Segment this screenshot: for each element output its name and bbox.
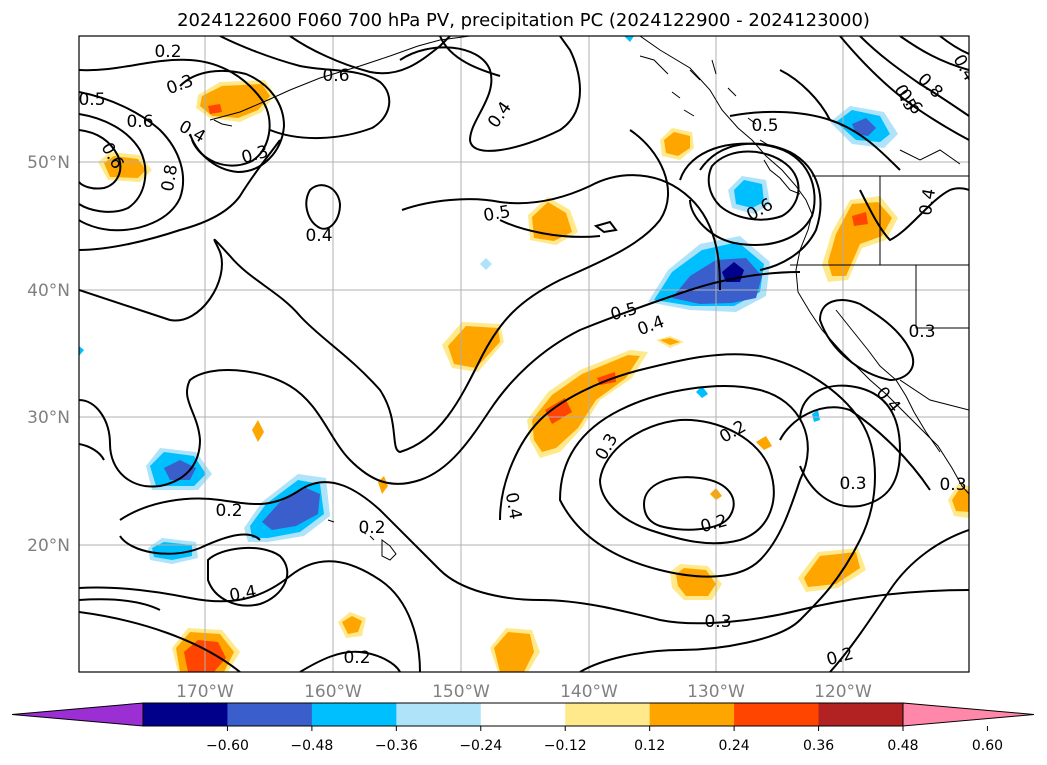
pv-contours	[79, 36, 969, 672]
contour-label: 0.4	[305, 226, 332, 246]
colorbar: −0.60 −0.48 −0.36 −0.24 −0.12 0.12 0.24 0.36 0.4…	[11, 702, 1035, 754]
precip-negative-area	[728, 176, 770, 214]
colorbar-segment	[734, 703, 820, 726]
contour-label: 0.4	[228, 582, 258, 606]
precip-negative-area	[146, 448, 212, 490]
colorbar-tick-label: 0.24	[719, 738, 750, 754]
longitude-label: 130°W	[687, 682, 745, 702]
colorbar-tick-label: −0.24	[459, 738, 502, 754]
colorbar-extend-high	[902, 702, 1035, 727]
contour-label: 0.2	[358, 518, 385, 538]
colorbar-segment	[818, 703, 904, 726]
colorbar-extend-low	[11, 702, 144, 727]
colorbar-tick-label: 0.36	[803, 738, 834, 754]
contour-label: 0.8	[158, 163, 182, 193]
precip-negative-area	[244, 474, 330, 542]
contour-label: 0.3	[839, 474, 866, 494]
colorbar-tick-label: −0.36	[375, 738, 418, 754]
latitude-label: 40°N	[27, 281, 70, 301]
latitude-label: 50°N	[27, 153, 70, 173]
contour-label: 0.3	[908, 322, 935, 342]
colorbar-segment	[227, 703, 313, 726]
precip-negative-area	[830, 106, 898, 148]
longitude-label: 120°W	[814, 682, 872, 702]
contour-label: 0.6	[126, 112, 153, 132]
colorbar-segment	[311, 703, 397, 726]
colorbar-tick-label: −0.48	[290, 738, 333, 754]
longitude-label: 170°W	[176, 682, 234, 702]
contour-label: 0.3	[939, 475, 966, 495]
latitude-label: 30°N	[27, 408, 70, 428]
contour-label: 0.5	[751, 116, 778, 136]
contour-label: 0.2	[215, 501, 242, 521]
colorbar-segment	[565, 703, 651, 726]
contour-label: 0.5	[482, 202, 512, 226]
colorbar-tick-label: −0.12	[544, 738, 587, 754]
colorbar-segment	[143, 703, 228, 726]
colorbar-segment	[480, 703, 566, 726]
contour-label: 0.6	[322, 66, 349, 86]
contour-label: 0.2	[154, 42, 181, 62]
precip-positive-area	[948, 484, 969, 518]
colorbar-tick-label: 0.60	[972, 738, 1003, 754]
contour-label: 0.4	[916, 187, 940, 217]
latitude-label: 20°N	[27, 536, 70, 556]
longitude-labels: 170°W 160°W 150°W 140°W 130°W 120°W	[176, 682, 872, 702]
colorbar-segment	[649, 703, 735, 726]
longitude-label: 160°W	[304, 682, 362, 702]
graticule	[79, 36, 969, 672]
precip-positive-area	[490, 628, 540, 672]
colorbar-outline	[142, 702, 904, 727]
colorbar-tick-label: 0.48	[887, 738, 918, 754]
contour-label: 0.5	[78, 90, 105, 110]
map-frame	[78, 35, 970, 673]
colorbar-segment	[396, 703, 482, 726]
colorbar-tick-label: 0.12	[634, 738, 665, 754]
longitude-label: 150°W	[432, 682, 490, 702]
precip-positive-area	[338, 612, 366, 638]
longitude-label: 140°W	[560, 682, 618, 702]
precip-positive-area	[660, 128, 694, 160]
latitude-labels: 50°N 40°N 30°N 20°N	[27, 153, 70, 556]
contour-label: 0.2	[343, 648, 370, 668]
map-title: 2024122600 F060 700 hPa PV, precipitatio…	[177, 10, 870, 31]
colorbar-tick-label: −0.60	[206, 738, 249, 754]
contour-label: 0.3	[704, 612, 731, 632]
contour-label: 0.4	[501, 491, 525, 521]
